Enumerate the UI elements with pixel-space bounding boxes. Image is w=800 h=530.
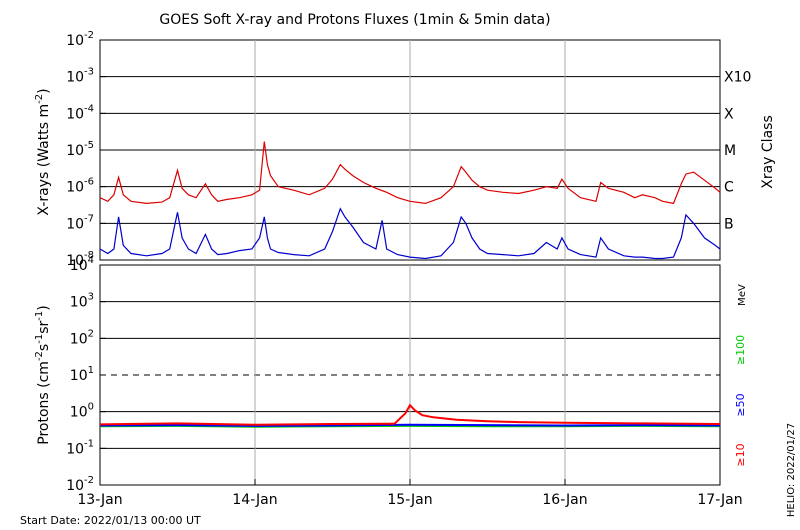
xray-ytick-label: 10-2 bbox=[66, 30, 94, 49]
proton-ytick-label: 100 bbox=[70, 402, 94, 421]
xray-ytick-label: 10-6 bbox=[66, 177, 94, 196]
proton-ylabel-p3: sr bbox=[36, 320, 52, 333]
proton-panel: 10-2 10-1 100 101 102 103 104 ≥100 ≥50 ≥10 MeV P… bbox=[34, 255, 748, 494]
xray-ytick-labels: 10-8 10-7 10-6 10-5 10-4 10-3 10-2 bbox=[66, 30, 106, 269]
proton-ylabel-p1: Protons (cm bbox=[36, 361, 52, 445]
proton-series-line bbox=[99, 423, 721, 427]
xray-class-label: M bbox=[724, 143, 736, 159]
proton-ytick-label: 102 bbox=[70, 328, 94, 347]
proton-ylabel-p2: s bbox=[36, 344, 52, 351]
xray-short-series-line bbox=[99, 207, 721, 260]
proton-ylabel-e1: -2 bbox=[34, 351, 45, 361]
proton-ytick-labels: 10-2 10-1 100 101 102 103 104 bbox=[66, 255, 106, 494]
proton-legend-entry: ≥100 bbox=[734, 335, 747, 365]
x-tick-label: 14-Jan bbox=[232, 492, 277, 508]
proton-ylabel: Protons (cm-2s-1sr-1) bbox=[34, 305, 52, 444]
x-tick-label: 17-Jan bbox=[697, 492, 742, 508]
x-tick-labels: 13-Jan 14-Jan 15-Jan 16-Jan 17-Jan bbox=[77, 479, 743, 508]
xray-ytick-label: 10-8 bbox=[66, 250, 94, 269]
xray-class-label: B bbox=[724, 216, 734, 232]
proton-ytick-label: 10-2 bbox=[66, 475, 94, 494]
xray-ylabel-base: X-rays (Watts m bbox=[36, 104, 52, 216]
proton-ytick-label: 10-1 bbox=[66, 438, 94, 457]
xray-ylabel-close: ) bbox=[36, 88, 52, 93]
xray-class-label: C bbox=[724, 180, 734, 196]
x-tick-label: 16-Jan bbox=[542, 492, 587, 508]
proton-day-dividers bbox=[254, 265, 566, 485]
xray-class-labels: B C M X X10 bbox=[724, 70, 751, 233]
helio-credit-label: HELIO: 2022/01/27 bbox=[786, 423, 797, 517]
proton-ylabel-e3: -1 bbox=[34, 311, 45, 321]
proton-ytick-label: 103 bbox=[70, 292, 94, 311]
xray-ylabel-exp: -2 bbox=[34, 94, 45, 104]
proton-ytick-label: 101 bbox=[70, 365, 94, 384]
xray-ytick-label: 10-4 bbox=[66, 103, 94, 122]
xray-class-label: X bbox=[724, 106, 734, 122]
proton-legend-entry: ≥50 bbox=[734, 393, 747, 416]
proton-ytick-label: 104 bbox=[70, 255, 94, 274]
xray-ytick-label: 10-5 bbox=[66, 140, 94, 159]
xray-day-dividers bbox=[254, 40, 566, 260]
xray-class-label: X10 bbox=[724, 70, 751, 86]
start-date-label: Start Date: 2022/01/13 00:00 UT bbox=[20, 514, 201, 527]
proton-series-group bbox=[99, 403, 721, 428]
xray-ylabel: X-rays (Watts m-2) bbox=[34, 88, 52, 215]
xray-ytick-label: 10-7 bbox=[66, 213, 94, 232]
proton-series-line bbox=[99, 403, 721, 426]
proton-ylabel-e2: -1 bbox=[34, 334, 45, 344]
xray-right-axis-label: Xray Class bbox=[760, 115, 776, 189]
xray-series-group bbox=[99, 141, 721, 260]
proton-legend-entry: ≥10 bbox=[734, 443, 747, 466]
x-tick-label: 15-Jan bbox=[387, 492, 432, 508]
xray-long-series-line bbox=[99, 141, 721, 205]
x-tick-label: 13-Jan bbox=[77, 492, 122, 508]
xray-ytick-label: 10-3 bbox=[66, 67, 94, 86]
proton-ylabel-close: ) bbox=[36, 305, 52, 310]
proton-legend-unit: MeV bbox=[737, 284, 748, 306]
chart-title: GOES Soft X-ray and Protons Fluxes (1min… bbox=[159, 12, 550, 28]
proton-energy-legend: ≥100 ≥50 ≥10 bbox=[734, 335, 747, 467]
xray-panel: 10-8 10-7 10-6 10-5 10-4 10-3 10-2 B C M X X10 Xra… bbox=[34, 30, 776, 269]
